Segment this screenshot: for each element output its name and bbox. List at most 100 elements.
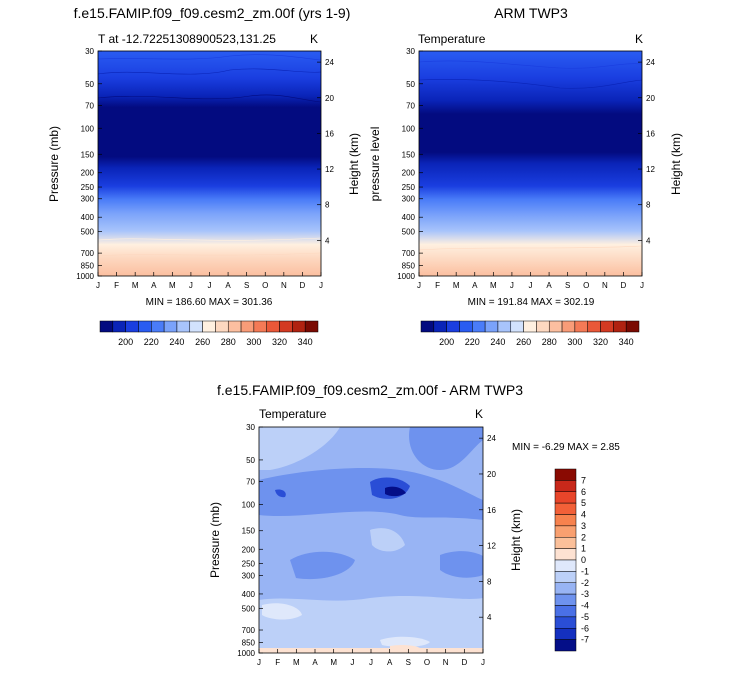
y-tick-label: 200 (81, 169, 95, 178)
height-tick-label: 12 (325, 165, 334, 174)
y-tick-label: 150 (242, 527, 256, 536)
panel-2-contour (418, 60, 643, 69)
colorbar-label: -7 (581, 635, 589, 645)
x-tick-label: A (546, 281, 552, 290)
y-tick-label: 200 (242, 545, 256, 554)
colorbar-label: 280 (542, 337, 557, 347)
x-tick-label: J (189, 281, 193, 290)
height-tick-label: 4 (646, 236, 651, 245)
x-tick-label: A (151, 281, 157, 290)
x-tick-label: M (330, 658, 337, 667)
colorbar-swatch (227, 320, 242, 333)
colorbar-label: 1 (581, 544, 586, 554)
x-tick-label: M (132, 281, 139, 290)
panel-3-subtitle: Temperature (259, 407, 327, 421)
panel-2-colorbar: 200 220 240 260 280 300 320 340 (420, 320, 640, 347)
x-tick-label: J (640, 281, 644, 290)
y-tick-label: 70 (406, 101, 415, 110)
colorbar-swatch (446, 320, 460, 333)
colorbar-swatch (125, 320, 139, 333)
y-tick-label: 300 (242, 571, 256, 580)
panel-3-region (262, 603, 302, 620)
y-tick-label: 250 (81, 183, 95, 192)
panel-2-minmax: MIN = 191.84 MAX = 302.19 (468, 297, 595, 308)
colorbar-label: 260 (195, 337, 210, 347)
colorbar-swatch (292, 320, 306, 333)
x-tick-label: D (621, 281, 627, 290)
height-tick-label: 20 (487, 470, 496, 479)
height-tick-label: 16 (646, 129, 655, 138)
y-tick-label: 70 (85, 101, 94, 110)
y-tick-label: 850 (402, 262, 416, 271)
colorbar-swatch (163, 320, 178, 333)
y-tick-label: 1000 (237, 649, 255, 658)
x-tick-label: J (417, 281, 421, 290)
y-tick-label: 850 (242, 639, 256, 648)
colorbar-swatch (433, 320, 447, 333)
colorbar-label: -5 (581, 612, 589, 622)
y-tick-label: 250 (402, 183, 416, 192)
x-tick-label: D (461, 658, 467, 667)
colorbar-label: 300 (567, 337, 582, 347)
panel-1-contour (97, 68, 322, 75)
colorbar-label: 280 (221, 337, 236, 347)
x-tick-label: J (96, 281, 100, 290)
colorbar-swatch (554, 593, 577, 606)
panel-3-region (380, 636, 430, 647)
x-tick-label: O (262, 281, 268, 290)
y-tick-label: 250 (242, 560, 256, 569)
colorbar-swatch (554, 548, 577, 561)
colorbar-swatch (554, 628, 577, 640)
x-tick-label: N (602, 281, 608, 290)
panel-3-height-axis-label: Height (km) (509, 509, 523, 571)
y-tick-label: 30 (246, 423, 255, 432)
colorbar-label: -1 (581, 566, 589, 576)
colorbar-label: 320 (593, 337, 608, 347)
colorbar-label: 300 (246, 337, 261, 347)
panel-1-field (98, 51, 321, 276)
y-tick-label: 1000 (76, 272, 94, 281)
x-tick-label: M (453, 281, 460, 290)
colorbar-swatch (459, 320, 473, 333)
y-tick-label: 400 (402, 213, 416, 222)
x-tick-label: J (510, 281, 514, 290)
colorbar-label: 0 (581, 555, 586, 565)
x-tick-label: J (481, 658, 485, 667)
y-tick-label: 500 (81, 228, 95, 237)
x-tick-label: J (369, 658, 373, 667)
panel-2-units: K (635, 32, 643, 46)
y-tick-label: 300 (402, 195, 416, 204)
panel-1-title: f.e15.FAMIP.f09_f09.cesm2_zm.00f (yrs 1-… (74, 5, 351, 21)
x-tick-label: J (529, 281, 533, 290)
colorbar-label: 260 (516, 337, 531, 347)
colorbar-label: 220 (144, 337, 159, 347)
colorbar-label: -6 (581, 623, 589, 633)
colorbar-swatch (554, 616, 577, 629)
x-tick-label: J (208, 281, 212, 290)
panel-2-field (419, 51, 642, 276)
panel-1: f.e15.FAMIP.f09_f09.cesm2_zm.00f (yrs 1-… (47, 5, 361, 347)
colorbar-swatch (554, 571, 577, 583)
panel-2-title: ARM TWP3 (494, 5, 568, 21)
colorbar-label: -4 (581, 601, 589, 611)
x-tick-label: A (472, 281, 478, 290)
colorbar-swatch (548, 320, 563, 333)
colorbar-swatch (554, 559, 577, 572)
y-tick-label: 700 (81, 249, 95, 258)
colorbar-swatch (472, 320, 486, 333)
x-tick-label: O (424, 658, 430, 667)
panel-3-units: K (475, 407, 483, 421)
panel-3-title: f.e15.FAMIP.f09_f09.cesm2_zm.00f - ARM T… (217, 382, 523, 398)
height-tick-label: 8 (646, 201, 651, 210)
height-tick-label: 24 (646, 58, 655, 67)
colorbar-swatch (554, 582, 577, 595)
colorbar-swatch (99, 320, 114, 333)
panel-3-region (259, 427, 340, 470)
colorbar-swatch (554, 491, 577, 504)
panel-1-minmax: MIN = 186.60 MAX = 301.36 (146, 297, 273, 308)
colorbar-label: 2 (581, 532, 586, 542)
height-tick-label: 4 (325, 236, 330, 245)
